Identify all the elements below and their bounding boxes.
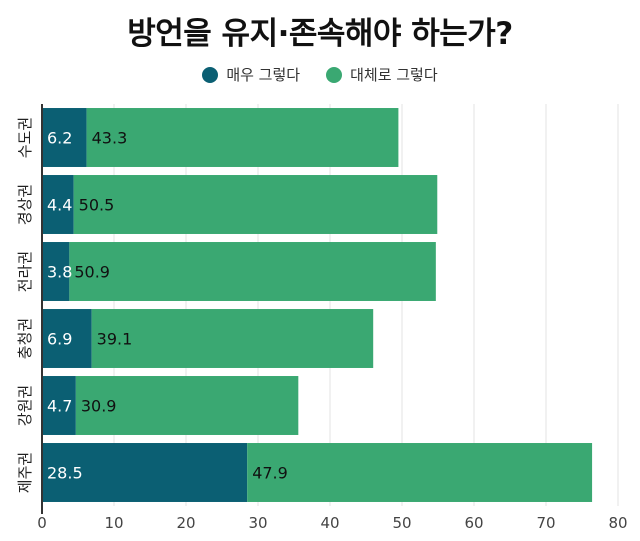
bar-segment-very — [42, 309, 92, 368]
bar-segment-mostly — [75, 376, 299, 435]
x-axis-ticks: 0 10 20 30 40 50 60 70 80 — [37, 514, 627, 532]
legend-item-series-1: 매우 그렇다 — [202, 64, 300, 85]
legend-swatch-series-2 — [326, 66, 343, 83]
bar-value-label: 30.9 — [81, 397, 117, 416]
x-tick-label: 20 — [176, 514, 195, 532]
category-label: 제주권 — [16, 452, 34, 493]
bar-value-label: 47.9 — [252, 464, 288, 483]
bar-segment-mostly — [86, 108, 399, 167]
bars — [42, 108, 593, 502]
category-label: 수도권 — [16, 117, 34, 158]
bar-segment-mostly — [91, 309, 374, 368]
value-labels: 6.2 43.3 4.4 50.5 3.8 50.9 6.9 39.1 4.7 30.9 28.5 4… — [47, 129, 288, 483]
category-label: 경상권 — [16, 184, 34, 225]
legend-label-series-1: 매우 그렇다 — [226, 66, 301, 84]
grid-lines — [113, 104, 619, 506]
x-tick-label: 60 — [464, 514, 483, 532]
x-tick-label: 50 — [392, 514, 411, 532]
legend-swatch-series-1 — [202, 66, 219, 83]
x-tick-label: 40 — [320, 514, 339, 532]
bar-value-label: 43.3 — [92, 129, 128, 148]
bar-value-label: 4.4 — [47, 196, 72, 215]
bar-segment-mostly — [73, 175, 438, 234]
bar-value-label: 50.9 — [74, 263, 110, 282]
chart-title: 방언을 유지·존속해야 하는가? — [127, 16, 513, 52]
legend-label-series-2: 대체로 그렇다 — [350, 66, 438, 84]
bar-value-label: 4.7 — [47, 397, 72, 416]
x-tick-label: 10 — [104, 514, 123, 532]
bar-segment-very — [42, 443, 248, 502]
bar-segment-mostly — [69, 242, 436, 301]
bar-segment-very — [42, 108, 87, 167]
category-label: 전라권 — [16, 251, 34, 292]
x-tick-label: 0 — [37, 514, 47, 532]
bar-segment-very — [42, 376, 76, 435]
x-tick-label: 30 — [248, 514, 267, 532]
bar-segment-mostly — [247, 443, 593, 502]
x-tick-label: 70 — [536, 514, 555, 532]
category-label: 강원권 — [16, 385, 34, 426]
category-label: 충청권 — [16, 318, 34, 359]
legend-item-series-2: 대체로 그렇다 — [326, 64, 438, 85]
x-tick-label: 80 — [608, 514, 627, 532]
bar-value-label: 39.1 — [97, 330, 133, 349]
bar-segment-very — [42, 242, 70, 301]
legend: 매우 그렇다 대체로 그렇다 — [0, 64, 640, 85]
bar-value-label: 50.5 — [79, 196, 115, 215]
bar-value-label: 28.5 — [47, 464, 83, 483]
bar-value-label: 6.9 — [47, 330, 72, 349]
bar-value-label: 3.8 — [47, 263, 72, 282]
bar-value-label: 6.2 — [47, 129, 72, 148]
bar-segment-very — [42, 175, 74, 234]
